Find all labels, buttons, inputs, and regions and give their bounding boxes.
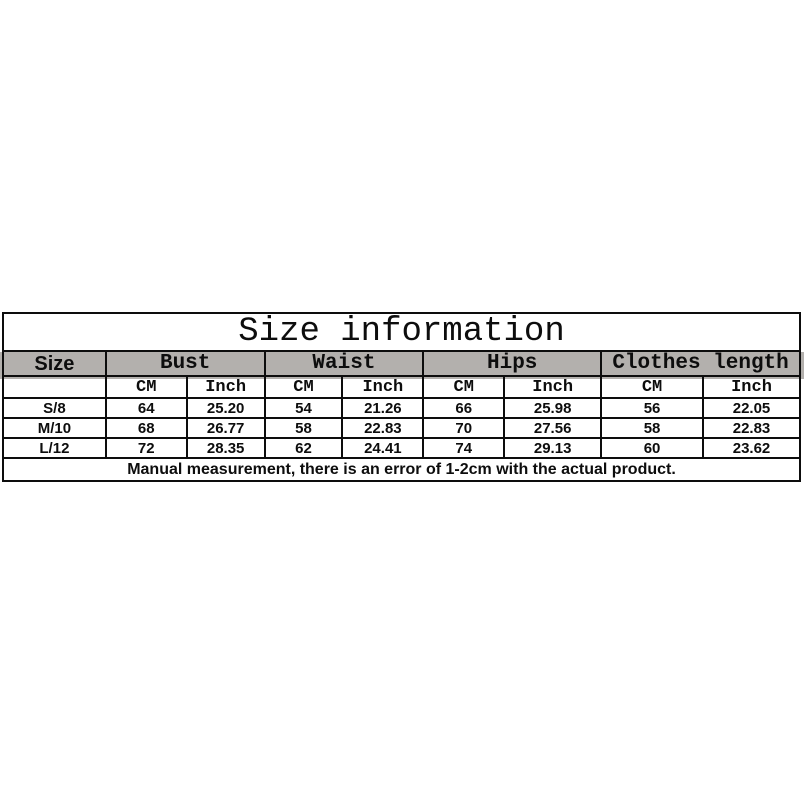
measurement-note-row: Manual measurement, there is an error of… [2,457,801,482]
table-title-row: Size information [2,312,801,352]
bust-inch-value: 26.77 [185,417,266,439]
hips-inch-value: 27.56 [503,417,603,439]
size-label: L/12 [2,437,107,459]
clothes-cm-value: 60 [600,437,705,459]
clothes-inch-value: 22.05 [702,397,801,419]
bust-inch-value: 25.20 [185,397,266,419]
clothes-inch-value: 22.83 [702,417,801,439]
hips-cm-value: 70 [422,417,506,439]
clothes-inch-header: Inch [702,375,801,399]
waist-inch-header: Inch [341,375,425,399]
waist-inch-value: 21.26 [341,397,425,419]
waist-cm-value: 62 [263,437,344,459]
size-chart-table: Size information Size Bust Waist Hips Cl… [2,312,801,482]
hips-column-header: Hips [422,350,603,377]
hips-inch-value: 29.13 [503,437,603,459]
waist-column-header: Waist [263,350,425,377]
clothes-cm-value: 56 [600,397,705,419]
bust-column-header: Bust [104,350,266,377]
measurement-note: Manual measurement, there is an error of… [2,457,801,482]
waist-inch-value: 24.41 [341,437,425,459]
bust-inch-header: Inch [185,375,266,399]
waist-cm-header: CM [263,375,344,399]
hips-inch-value: 25.98 [503,397,603,419]
empty-cell [2,375,107,399]
table-row: L/12 72 28.35 62 24.41 74 29.13 60 23.62 [2,437,801,459]
bust-inch-value: 28.35 [185,437,266,459]
unit-header-row: CM Inch CM Inch CM Inch CM Inch [2,375,801,399]
waist-cm-value: 58 [263,417,344,439]
hips-inch-header: Inch [503,375,603,399]
group-header-row: Size Bust Waist Hips Clothes length [2,350,801,377]
clothes-length-column-header: Clothes length [600,350,801,377]
bust-cm-value: 72 [104,437,188,459]
size-label: M/10 [2,417,107,439]
table-row: S/8 64 25.20 54 21.26 66 25.98 56 22.05 [2,397,801,419]
size-label: S/8 [2,397,107,419]
clothes-inch-value: 23.62 [702,437,801,459]
waist-cm-value: 54 [263,397,344,419]
bust-cm-value: 68 [104,417,188,439]
clothes-cm-value: 58 [600,417,705,439]
table-row: M/10 68 26.77 58 22.83 70 27.56 58 22.83 [2,417,801,439]
hips-cm-header: CM [422,375,506,399]
clothes-cm-header: CM [600,375,705,399]
hips-cm-value: 66 [422,397,506,419]
bust-cm-value: 64 [104,397,188,419]
waist-inch-value: 22.83 [341,417,425,439]
table-title: Size information [2,312,801,352]
bust-cm-header: CM [104,375,188,399]
hips-cm-value: 74 [422,437,506,459]
size-column-header: Size [2,350,107,377]
